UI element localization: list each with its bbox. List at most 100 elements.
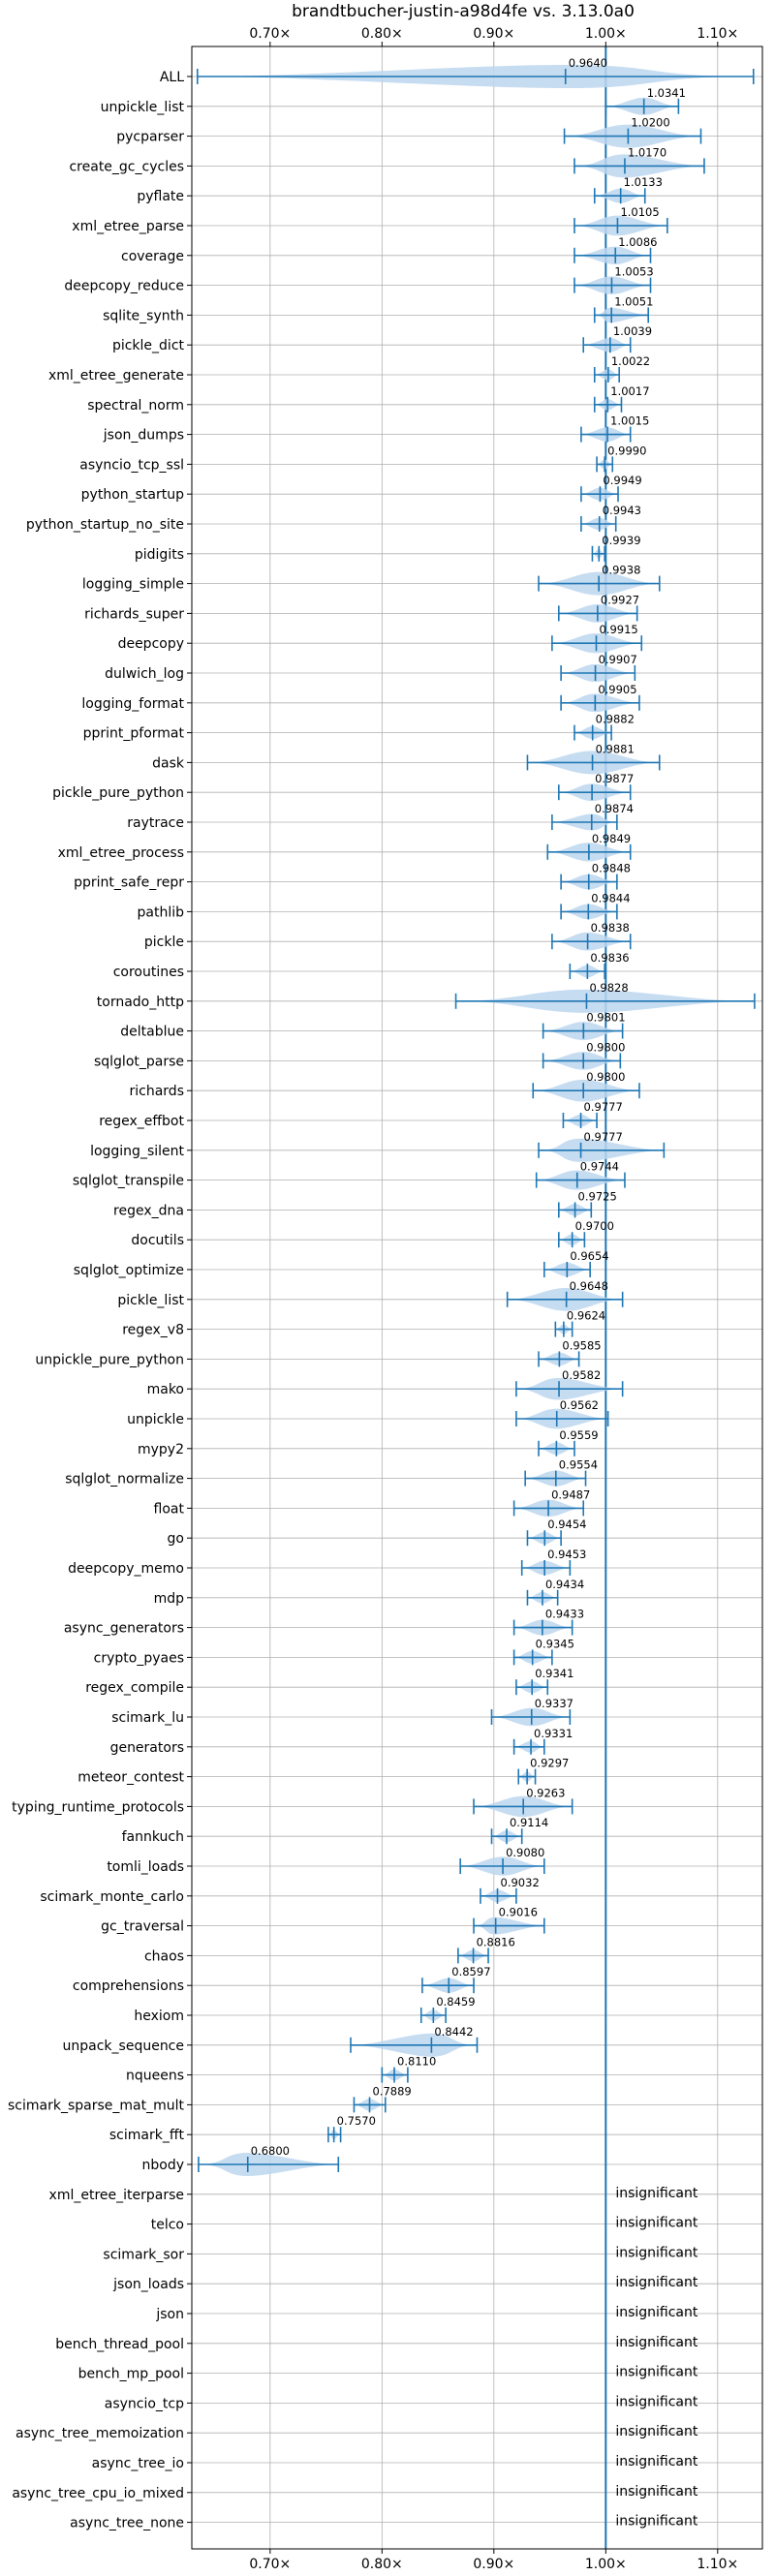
category-label: sqlglot_optimize: [74, 1263, 184, 1278]
value-label: 0.9800: [586, 1070, 625, 1084]
category-label: pprint_safe_repr: [74, 875, 184, 891]
value-label: 0.8110: [397, 2055, 436, 2069]
insignificant-label: insignificant: [615, 2394, 698, 2409]
category-label: unpack_sequence: [63, 2039, 184, 2054]
category-label: pycparser: [116, 130, 184, 145]
category-label: create_gc_cycles: [69, 159, 184, 174]
category-label: python_startup: [81, 487, 184, 503]
category-label: pidigits: [135, 547, 184, 563]
value-label: 1.0015: [610, 414, 649, 428]
category-label: docutils: [131, 1233, 184, 1248]
category-label: json_loads: [112, 2277, 184, 2292]
value-label: 1.0105: [620, 205, 659, 219]
insignificant-label: insignificant: [615, 2305, 698, 2320]
category-label: unpickle: [127, 1412, 184, 1427]
category-label: logging_format: [81, 696, 184, 712]
value-label: 0.6800: [251, 2144, 290, 2158]
category-label: xml_etree_iterparse: [49, 2188, 184, 2203]
value-label: 0.9554: [559, 1458, 598, 1472]
grid-layer: [192, 46, 762, 2549]
category-label: dask: [152, 755, 185, 771]
category-label: go: [168, 1531, 184, 1547]
value-label: 0.9777: [584, 1100, 623, 1114]
category-label: typing_runtime_protocols: [12, 1799, 184, 1815]
category-label: pyflate: [137, 189, 184, 204]
value-label: 1.0200: [631, 116, 669, 130]
value-label: 0.9263: [526, 1786, 565, 1799]
value-label: 0.9915: [599, 623, 637, 636]
category-label: generators: [110, 1740, 184, 1756]
insignificant-label: insignificant: [615, 2245, 698, 2260]
value-label: 0.9874: [595, 802, 634, 815]
category-label: meteor_contest: [78, 1770, 184, 1786]
value-label: 1.0053: [614, 265, 653, 279]
x-tick-label-top: 1.00×: [585, 26, 627, 42]
category-label: async_tree_io: [92, 2456, 184, 2471]
value-label: 0.8459: [436, 1995, 475, 2009]
category-label: richards: [130, 1084, 185, 1099]
category-label: async_tree_cpu_io_mixed: [12, 2486, 184, 2501]
value-label: 0.9453: [547, 1548, 586, 1561]
value-label: 0.9337: [535, 1697, 574, 1710]
value-label: 0.9744: [580, 1160, 619, 1174]
category-label: raytrace: [127, 815, 184, 831]
category-label: coverage: [121, 249, 184, 264]
x-tick-label-bottom: 1.00×: [585, 2557, 627, 2572]
category-label: regex_effbot: [99, 1114, 184, 1129]
value-label: 0.9849: [592, 832, 631, 845]
value-label: 0.9114: [510, 1816, 548, 1829]
value-label: 0.9032: [501, 1876, 540, 1889]
category-label: tornado_http: [97, 995, 184, 1010]
category-label: regex_dna: [113, 1203, 184, 1218]
value-label: 0.9881: [596, 742, 635, 755]
category-label: deepcopy: [118, 636, 184, 652]
value-label: 0.9640: [569, 56, 607, 70]
category-label: unpickle_pure_python: [35, 1352, 184, 1367]
value-label: 0.8816: [477, 1935, 515, 1948]
category-label: asyncio_tcp_ssl: [79, 457, 184, 473]
category-label: bench_mp_pool: [78, 2367, 184, 2382]
category-label: sqlglot_normalize: [65, 1472, 184, 1487]
value-label: 0.9927: [601, 593, 639, 606]
value-label: 0.9882: [596, 713, 635, 726]
category-label: python_startup_no_site: [26, 517, 184, 533]
value-label: 0.9345: [536, 1637, 574, 1650]
category-label: json: [155, 2307, 184, 2322]
value-label: 0.9331: [534, 1727, 573, 1740]
value-label: 0.9582: [562, 1368, 601, 1382]
category-label: async_tree_memoization: [16, 2426, 184, 2441]
value-label: 0.9938: [602, 564, 640, 577]
category-label: mypy2: [138, 1442, 184, 1457]
value-label: 0.9939: [602, 534, 640, 547]
value-label: 1.0051: [614, 294, 653, 308]
value-label: 0.9844: [591, 891, 630, 905]
value-label: 0.9654: [570, 1249, 608, 1263]
value-label: 1.0039: [613, 324, 652, 338]
category-label: logging_simple: [82, 577, 184, 593]
insignificant-label: insignificant: [615, 2514, 698, 2530]
category-label: bench_thread_pool: [55, 2337, 184, 2352]
category-label: fannkuch: [122, 1829, 184, 1845]
category-label: telco: [151, 2218, 184, 2233]
category-label: dulwich_log: [105, 666, 184, 682]
category-label: pickle_dict: [112, 338, 185, 353]
value-label: 1.0133: [624, 175, 663, 189]
value-label: 0.9800: [586, 1040, 625, 1054]
value-label: 0.9801: [586, 1011, 625, 1025]
value-label: 0.9943: [603, 504, 641, 517]
category-label: async_tree_none: [70, 2516, 184, 2531]
x-tick-label-top: 1.10×: [697, 26, 738, 42]
value-label: 0.7889: [373, 2084, 412, 2098]
chart-title: brandtbucher-justin-a98d4fe vs. 3.13.0a0: [292, 2, 635, 21]
value-label: 1.0022: [611, 354, 650, 368]
value-label: 0.9433: [545, 1608, 584, 1621]
category-label: comprehensions: [73, 1978, 184, 1994]
insignificant-label: insignificant: [615, 2216, 698, 2231]
value-label: 0.9700: [575, 1219, 614, 1233]
category-label: coroutines: [113, 965, 184, 980]
category-label: scimark_sparse_mat_mult: [8, 2098, 184, 2113]
value-label: 0.9341: [535, 1667, 574, 1680]
category-label: unpickle_list: [101, 100, 185, 115]
value-label: 0.9454: [547, 1518, 586, 1531]
